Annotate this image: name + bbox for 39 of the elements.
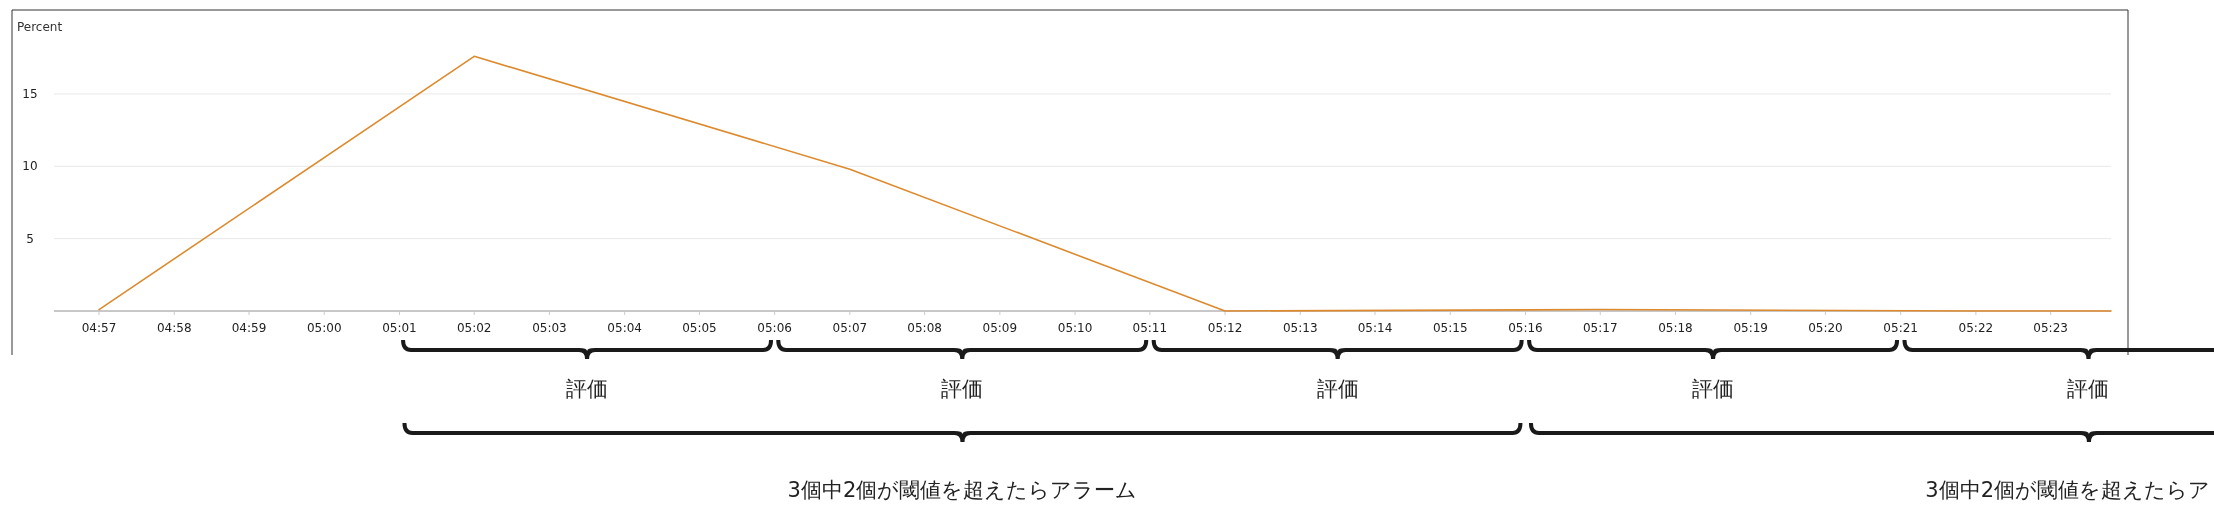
x-tick-label: 05:05	[682, 321, 717, 335]
x-tick-label: 05:12	[1207, 321, 1243, 335]
x-tick-label: 05:18	[1658, 321, 1693, 335]
x-tick-label: 04:57	[81, 321, 117, 335]
x-tick-label: 05:22	[1958, 321, 1994, 335]
x-tick-label: 05:07	[832, 321, 868, 335]
text: 評価	[941, 377, 984, 401]
line-series	[98, 55, 2112, 312]
x-tick-label: 05:13	[1282, 321, 1318, 335]
text: 評価	[2067, 377, 2110, 401]
x-tick-label: 05:04	[607, 321, 642, 335]
text: 3個中2個が閾値を超えたらアラーム	[787, 478, 1138, 502]
x-tick-label: 05:00	[306, 321, 342, 335]
x-tick-label: 05:14	[1357, 321, 1393, 335]
y-tick-label: 5	[26, 231, 34, 246]
y-tick-label: 15	[22, 86, 38, 101]
x-tick-label: 05:23	[2033, 321, 2068, 335]
y-axis-title: Percent	[17, 20, 63, 34]
x-tick-label: 05:20	[1808, 321, 1843, 335]
y-tick-label: 10	[22, 159, 38, 174]
x-tick-label: 05:09	[982, 321, 1018, 335]
x-tick-label: 04:59	[231, 321, 267, 335]
text: 評価	[566, 377, 609, 401]
text: 評価	[1692, 377, 1735, 401]
x-tick-label: 05:01	[382, 321, 417, 335]
x-tick-label: 05:11	[1132, 321, 1168, 335]
x-tick-label: 05:16	[1508, 321, 1543, 335]
x-tick-label: 05:15	[1432, 321, 1468, 335]
x-tick-label: 05:17	[1582, 321, 1618, 335]
x-tick-label: 05:19	[1733, 321, 1768, 335]
x-tick-label: 05:21	[1883, 321, 1918, 335]
text: 3個中2個が閾値を超えたらア	[1925, 478, 2210, 502]
x-tick-label: 05:10	[1057, 321, 1093, 335]
x-tick-label: 05:06	[757, 321, 792, 335]
x-tick-label: 04:58	[156, 321, 192, 335]
x-tick-label: 05:03	[532, 321, 567, 335]
text: 評価	[1316, 377, 1359, 401]
x-tick-label: 05:08	[907, 321, 942, 335]
x-tick-label: 05:02	[456, 321, 492, 335]
